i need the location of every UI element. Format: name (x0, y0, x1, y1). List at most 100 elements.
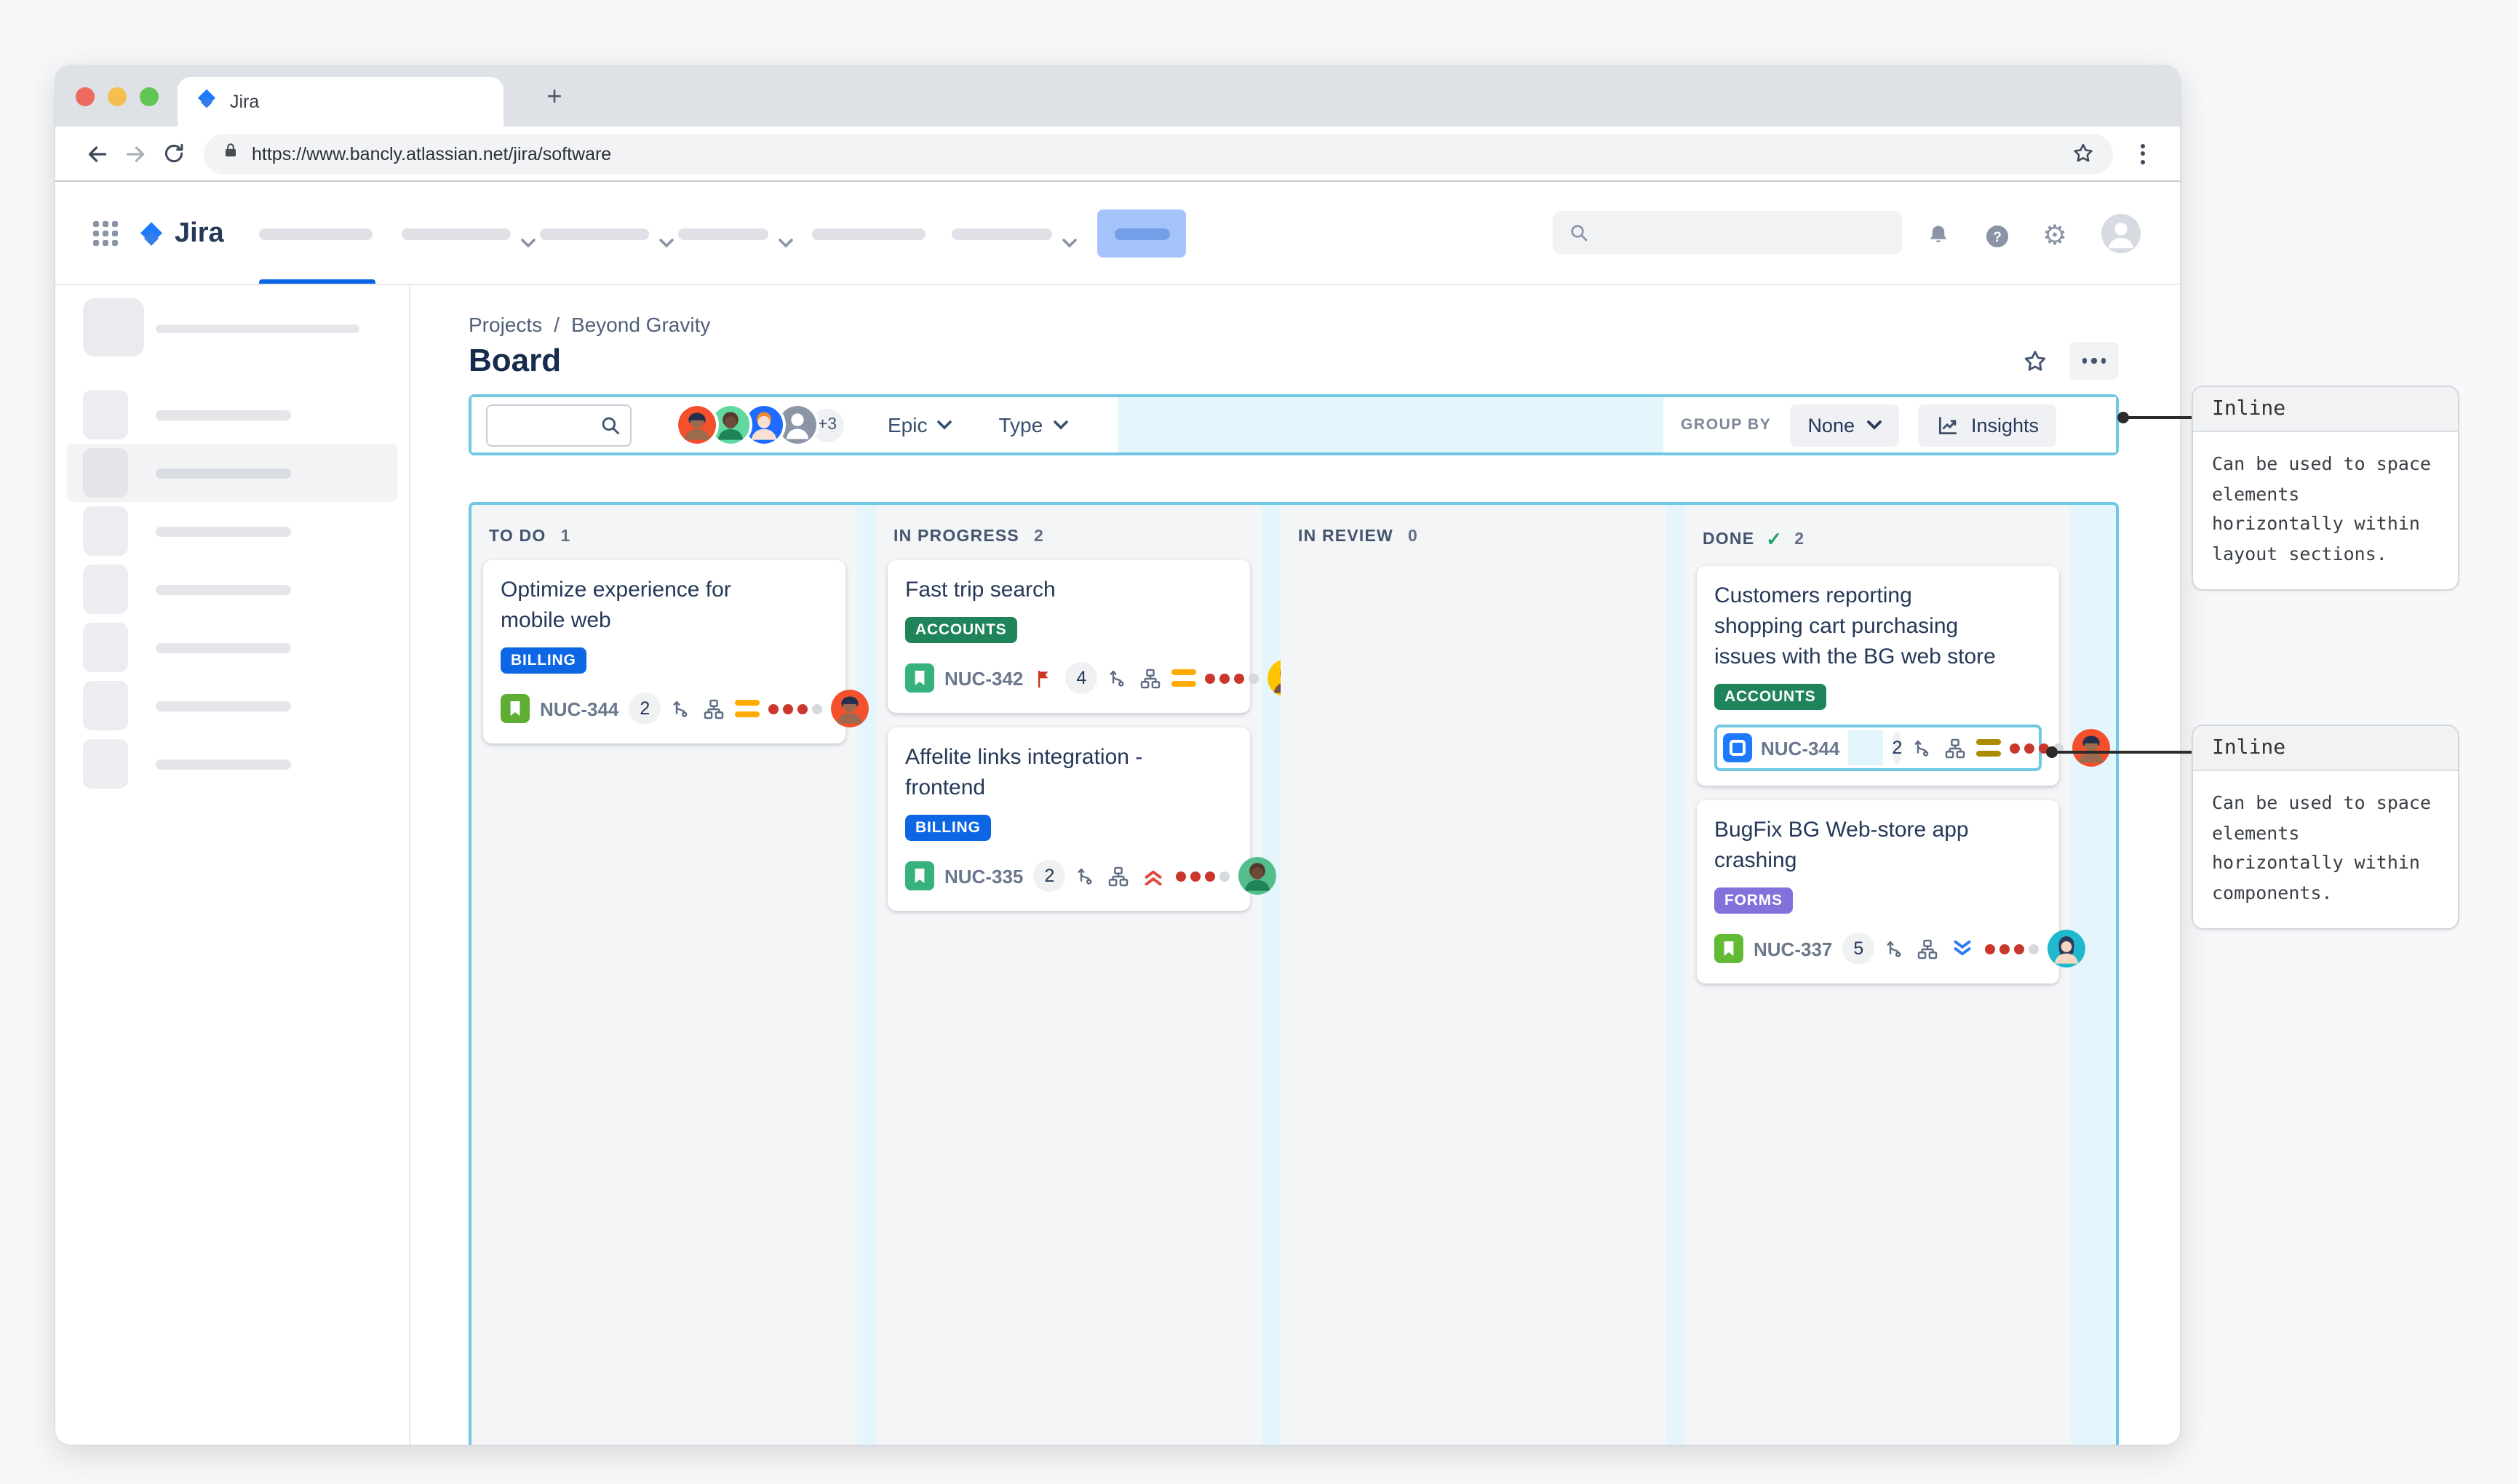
browser-tabstrip: Jira + (55, 65, 2180, 127)
jira-logo[interactable]: Jira (137, 218, 224, 250)
new-tab-button[interactable]: + (546, 81, 562, 110)
breadcrumb-projects[interactable]: Projects (469, 313, 543, 336)
assignee-avatar[interactable] (2072, 729, 2111, 767)
subtasks-icon (1943, 735, 1967, 760)
card-title: Customers reporting shopping cart purcha… (1714, 583, 1996, 669)
avatar-man-blue[interactable] (742, 403, 786, 447)
board-card[interactable]: Affelite links integration - frontend BI… (888, 727, 1277, 911)
sidebar-item-skeleton[interactable] (55, 560, 409, 618)
nav-item-skeleton[interactable] (402, 228, 511, 240)
inline-spacer-highlight (1848, 730, 1884, 765)
url-text: https://www.bancly.atlassian.net/jira/so… (252, 143, 612, 164)
reload-button[interactable] (154, 135, 192, 172)
group-by-label: GROUP BY (1681, 416, 1772, 434)
inline-annotation-card: Inline Can be used to space elements hor… (2192, 725, 2459, 930)
jira-logo-text: Jira (175, 218, 224, 249)
nav-item-skeleton[interactable] (812, 228, 926, 240)
sidebar-item-skeleton-active[interactable] (67, 444, 397, 502)
chevron-down-icon (521, 230, 536, 256)
forward-button[interactable] (116, 135, 154, 172)
nav-item-skeleton-active[interactable] (259, 228, 373, 240)
column-header: IN PROGRESS 2 (894, 528, 1044, 546)
epic-filter-dropdown[interactable]: Epic (888, 413, 952, 436)
assignee-avatar[interactable] (1238, 857, 1277, 895)
insights-button[interactable]: Insights (1917, 404, 2057, 446)
bookmark-star-icon[interactable] (2071, 141, 2096, 166)
maximize-window-button[interactable] (140, 87, 159, 106)
sidebar-item-skeleton[interactable] (55, 386, 409, 444)
estimate-badge: 4 (1065, 662, 1098, 694)
nav-item-skeleton[interactable] (952, 228, 1052, 240)
sidebar-item-skeleton[interactable] (55, 618, 409, 677)
board-card[interactable]: Customers reporting shopping cart purcha… (1697, 566, 2111, 786)
group-by-dropdown[interactable]: None (1790, 404, 1898, 446)
browser-menu-icon[interactable] (2128, 143, 2157, 164)
sidebar-item-skeleton[interactable] (55, 502, 409, 560)
connector-dot (2046, 746, 2058, 758)
story-type-icon (1714, 934, 1743, 963)
card-key: NUC-342 (944, 667, 1024, 689)
back-button[interactable] (79, 135, 116, 172)
card-title: Fast trip search (905, 578, 1056, 602)
card-key: NUC-344 (1761, 737, 1840, 759)
app-switcher-icon[interactable] (93, 221, 118, 253)
global-search-input[interactable] (1553, 211, 1902, 255)
branch-icon (669, 697, 693, 720)
progress-dots (768, 703, 823, 714)
board-filter-toolbar-inline-highlight: +3 Epic Type GROUP BY (469, 394, 2119, 455)
card-title: Optimize experience for mobile web (501, 578, 731, 633)
priority-medium-icon (735, 700, 760, 717)
card-key: NUC-335 (944, 865, 1024, 887)
toolbar-left-group: +3 Epic Type (471, 397, 1118, 452)
sidebar-item-skeleton[interactable] (55, 735, 409, 793)
column-todo: TO DO 1 Optimize experience for mobile we… (471, 505, 869, 1445)
board-card[interactable]: BugFix BG Web-store app crashing FORMS N… (1697, 800, 2086, 984)
url-bar[interactable]: https://www.bancly.atlassian.net/jira/so… (204, 133, 2113, 174)
subtasks-icon (1138, 666, 1163, 690)
card-key: NUC-344 (540, 698, 619, 719)
assignee-avatar[interactable] (2048, 930, 2086, 968)
profile-avatar[interactable] (2101, 214, 2141, 253)
estimate-badge: 2 (1892, 732, 1903, 764)
type-filter-dropdown[interactable]: Type (998, 413, 1067, 436)
progress-dots (1985, 944, 2040, 954)
avatar-person-green[interactable] (709, 403, 752, 447)
browser-toolbar: https://www.bancly.atlassian.net/jira/so… (55, 127, 2180, 182)
card-title: Affelite links integration - frontend (905, 745, 1143, 800)
story-type-icon (501, 694, 530, 723)
board-card[interactable]: Optimize experience for mobile web BILLI… (483, 560, 869, 743)
progress-dots (1176, 871, 1230, 881)
sidebar-item-skeleton[interactable] (55, 677, 409, 735)
assignee-avatar[interactable] (831, 690, 869, 727)
board-more-button[interactable] (2069, 342, 2119, 380)
board-card[interactable]: Fast trip search ACCOUNTS NUC-342 (888, 560, 1306, 713)
card-label-badge: ACCOUNTS (1714, 684, 1826, 710)
estimate-badge: 5 (1842, 933, 1875, 965)
help-icon[interactable]: ? (1981, 220, 2013, 252)
minimize-window-button[interactable] (108, 87, 127, 106)
settings-gear-icon[interactable]: ⚙ (2042, 220, 2068, 251)
inline-spacer-highlight (1118, 397, 1663, 452)
lock-icon (221, 140, 240, 167)
branch-icon (1883, 937, 1906, 960)
column-header: IN REVIEW 0 (1298, 528, 1418, 546)
browser-tab[interactable]: Jira (178, 77, 504, 127)
close-window-button[interactable] (76, 87, 95, 106)
notifications-bell-icon[interactable] (1922, 220, 1954, 252)
avatar-man-orange[interactable] (675, 403, 719, 447)
tab-title: Jira (230, 92, 260, 112)
done-check-icon: ✓ (1766, 528, 1783, 550)
board-columns-inline-highlight: TO DO 1 Optimize experience for mobile we… (469, 502, 2119, 1445)
favorite-star-icon[interactable] (2021, 347, 2049, 375)
branch-icon (1074, 864, 1097, 887)
nav-item-skeleton[interactable] (678, 228, 768, 240)
breadcrumb-project-name[interactable]: Beyond Gravity (570, 313, 711, 336)
board-main: Projects / Beyond Gravity Board (410, 285, 2180, 1445)
board-search-input[interactable] (486, 404, 632, 446)
column-in-progress: IN PROGRESS 2 Fast trip search ACCOUNTS (876, 505, 1306, 1445)
nav-item-skeleton[interactable] (540, 228, 649, 240)
estimate-badge: 2 (1033, 860, 1066, 892)
create-button-skeleton[interactable] (1097, 210, 1186, 258)
chevron-down-icon (779, 230, 793, 256)
insights-chart-icon (1938, 415, 1957, 434)
